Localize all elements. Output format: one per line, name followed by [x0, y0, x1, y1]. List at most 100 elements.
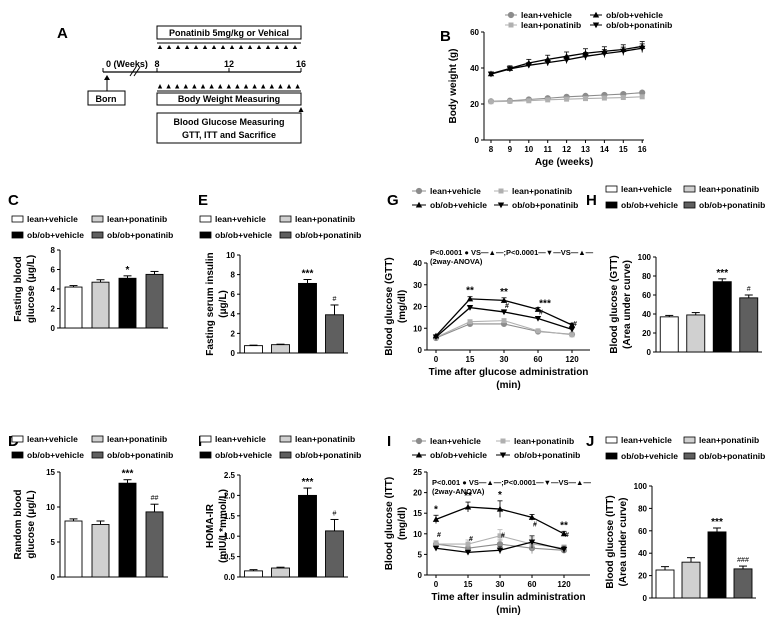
- legend-entry: ob/ob+ponatinib: [107, 230, 173, 240]
- legend-swatch: [279, 215, 292, 223]
- x-axis-label: Age (weeks): [535, 157, 593, 168]
- y-tick-label: 10: [46, 503, 55, 512]
- x-tick-label: 15: [466, 355, 475, 364]
- x-axis-label: (min): [496, 380, 520, 391]
- data-point: [466, 305, 474, 311]
- panel-B: 0 20 40 60 8 9 10 11 12 13 14 15 16 lean+vehiclelean+…: [448, 10, 672, 168]
- legend-marker: [415, 201, 423, 208]
- legend-swatch: [11, 215, 24, 223]
- data-point: [568, 326, 576, 333]
- y-tick-label: 40: [638, 549, 647, 558]
- measure-arrow: [157, 84, 163, 89]
- y-tick-label: 1.5: [224, 512, 236, 521]
- significance-mark: **: [464, 491, 472, 502]
- y-tick-label: 10: [413, 324, 422, 333]
- bar: [298, 282, 317, 354]
- data-point: [534, 315, 542, 322]
- data-point: [488, 99, 494, 105]
- bar: [91, 281, 110, 329]
- legend-entry: lean+vehicle: [521, 10, 572, 20]
- y-axis-label: (mIU/L*mmol/L): [218, 489, 229, 563]
- legend-D: lean+vehicle lean+ponatinib ob/ob+vehicle o…: [11, 434, 173, 460]
- body-weight-label: Body Weight Measuring: [178, 94, 280, 104]
- stats-text: (2way-ANOVA): [430, 257, 483, 266]
- y-tick-label: 15: [413, 509, 422, 518]
- data-point: [497, 533, 503, 539]
- dose-arrow: [265, 45, 271, 49]
- dose-arrow: [256, 45, 262, 49]
- legend-swatch: [279, 451, 292, 459]
- legend-marker: [497, 202, 505, 209]
- data-point: [466, 295, 474, 302]
- legend-swatch: [91, 231, 104, 239]
- series-ob/ob+vehicle: [432, 295, 576, 339]
- measure-arrow: [243, 84, 249, 89]
- legend-swatch: [11, 451, 24, 459]
- x-tick-label: 120: [557, 580, 571, 589]
- data-point: [433, 541, 439, 547]
- data-point: [528, 514, 536, 520]
- legend-swatch: [91, 435, 104, 443]
- legend-entry: ob/ob+vehicle: [215, 450, 272, 460]
- data-point: [639, 45, 646, 52]
- panel-label-A: A: [57, 25, 68, 42]
- y-axis-label: Blood glucose (ITT): [384, 477, 395, 570]
- data-point: [582, 53, 589, 60]
- y-axis-label: (Area under curve): [618, 498, 629, 587]
- bar: [145, 273, 164, 329]
- measure-arrow: [269, 84, 274, 89]
- legend-entry: ob/ob+vehicle: [621, 200, 678, 210]
- legend-entry: lean+vehicle: [27, 214, 78, 224]
- week-tick-label: 12: [224, 59, 234, 69]
- legend-marker: [415, 187, 423, 195]
- data-point: [432, 545, 440, 552]
- legend-F: lean+vehicle lean+ponatinib ob/ob+vehicle o…: [199, 434, 361, 460]
- y-tick-label: 0: [418, 346, 423, 355]
- y-tick-label: 80: [642, 272, 651, 281]
- panel-C: 0 2 4 6 8 * Fasting blood glucose (μg/L): [13, 246, 168, 333]
- x-tick-label: 12: [562, 145, 571, 154]
- dose-arrow: [274, 45, 280, 49]
- series-ob/ob+vehicle: [432, 500, 568, 537]
- measure-arrow: [286, 84, 292, 89]
- bar: [681, 561, 701, 599]
- y-tick-label: 0: [647, 348, 652, 357]
- y-tick-label: 0: [51, 573, 56, 582]
- legend-entry: lean+ponatinib: [107, 434, 167, 444]
- data-point: [534, 306, 542, 312]
- legend-marker: [415, 451, 423, 458]
- legend-swatch: [683, 201, 696, 209]
- bar: [686, 314, 706, 353]
- data-point: [507, 98, 513, 104]
- legend-entry: lean+ponatinib: [295, 214, 355, 224]
- y-axis-label: Blood glucose (GTT): [609, 255, 620, 353]
- bar: [659, 316, 679, 353]
- y-axis-label: (mg/dl): [397, 290, 408, 323]
- measure-arrow: [209, 84, 214, 89]
- x-tick-label: 16: [638, 145, 647, 154]
- legend-entry: lean+vehicle: [215, 214, 266, 224]
- data-point: [525, 62, 532, 69]
- measure-arrow: [218, 84, 223, 89]
- y-tick-label: 2: [51, 305, 56, 314]
- y-tick-label: 40: [642, 310, 651, 319]
- legend-swatch: [279, 435, 292, 443]
- series-lean+vehicle: [432, 320, 576, 342]
- y-axis-label: Fasting serum insulin: [205, 252, 216, 355]
- stats-text: (2way-ANOVA): [432, 487, 485, 496]
- panel-E: 0 2 4 6 8 10 *** # Fasting serum insulin (μg/L): [205, 251, 348, 358]
- bar: [733, 568, 753, 599]
- x-axis-label: Time after glucose administration: [429, 367, 589, 378]
- measure-arrow: [200, 84, 206, 89]
- data-point: [563, 57, 570, 64]
- panel-label-B: B: [440, 28, 451, 45]
- y-axis-label: (Area under curve): [622, 260, 633, 349]
- dose-arrow: [220, 45, 226, 49]
- measure-arrow: [295, 84, 300, 89]
- significance-mark: #: [747, 286, 751, 293]
- y-axis-label: Fasting blood: [13, 256, 24, 322]
- final-arrow: [298, 107, 304, 112]
- data-point: [528, 539, 536, 546]
- stats-text: P<0.001 ● VS—▲—;P<0.0001—▼—VS—▲—: [432, 478, 591, 487]
